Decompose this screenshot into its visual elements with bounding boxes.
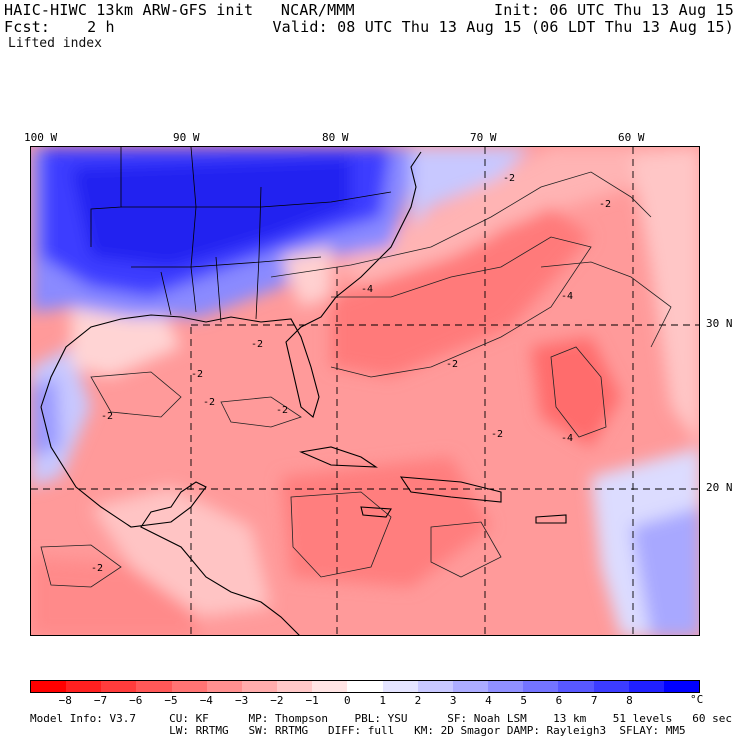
lon-label-80w: 80 W: [322, 131, 349, 144]
colorbar-swatch: [206, 681, 242, 692]
contour-label: -4: [561, 291, 573, 302]
colorbar-tick-label: 6: [555, 694, 563, 707]
field-name: Lifted index: [8, 36, 102, 51]
colorbar-tick-label: −8: [58, 694, 72, 707]
contour-label: -2: [101, 411, 113, 422]
lon-label-60w: 60 W: [618, 131, 645, 144]
state-borders: [90, 147, 392, 323]
colorbar-tick-label: −5: [164, 694, 178, 707]
colorbar-swatch: [558, 681, 594, 692]
contour-label: -2: [276, 405, 288, 416]
colorbar-tick-label: −2: [270, 694, 284, 707]
coastlines: [40, 151, 567, 635]
colorbar-swatch: [31, 681, 67, 692]
lon-label-100w: 100 W: [24, 131, 58, 144]
contour-label: -2: [599, 199, 611, 210]
colorbar-swatch: [66, 681, 102, 692]
lifted-index-map: -2 -4 -2 -2 -2 -2 -2 -2 -2 -4 -4 -2 -2: [30, 146, 700, 636]
lat-label-20n: 20 N: [706, 481, 733, 494]
colorbar-tick-label: 0: [344, 694, 351, 707]
colorbar-unit: °C: [690, 693, 704, 706]
colorbar-swatch: [171, 681, 207, 692]
colorbar-swatch: [347, 681, 383, 692]
model-info-line1: Model Info: V3.7 CU: KF MP: Thompson PBL…: [30, 712, 732, 725]
colorbar-swatch: [628, 681, 664, 692]
map-canvas: -2 -4 -2 -2 -2 -2 -2 -2 -2 -4 -4 -2 -2: [31, 147, 699, 635]
forecast-hour: Fcst: 2 h: [4, 18, 115, 36]
colorbar-swatch: [417, 681, 453, 692]
colorbar-swatch: [523, 681, 559, 692]
colorbar-tick-label: −7: [93, 694, 108, 707]
colorbar-tick-label: 7: [590, 694, 598, 707]
model-title: HAIC-HIWC 13km ARW-GFS init NCAR/MMM: [4, 1, 355, 19]
contour-label: -2: [251, 339, 263, 350]
contours: [40, 171, 672, 588]
colorbar-swatch: [663, 681, 699, 692]
contour-label: -2: [491, 429, 503, 440]
contour-label: -4: [561, 433, 573, 444]
colorbar-swatch: [241, 681, 278, 692]
contour-labels: -2 -4 -2 -2 -2 -2 -2 -2 -2 -4 -4 -2 -2: [91, 173, 611, 574]
colorbar-tick-label: 1: [379, 694, 386, 707]
colorbar-swatch: [312, 681, 348, 692]
colorbar-tick-label: 3: [449, 694, 457, 707]
colorbar: [30, 680, 700, 693]
graticule: [31, 147, 699, 635]
colorbar-tick-label: −4: [199, 694, 213, 707]
colorbar-tick-label: 4: [485, 694, 492, 707]
colorbar-tick-label: 5: [520, 694, 527, 707]
contour-label: -2: [191, 369, 203, 380]
valid-time: Valid: 08 UTC Thu 13 Aug 15 (06 LDT Thu …: [272, 18, 734, 36]
lat-label-30n: 30 N: [706, 317, 733, 330]
lon-label-90w: 90 W: [173, 131, 200, 144]
contour-label: -2: [503, 173, 515, 184]
colorbar-tick-label: −6: [129, 694, 143, 707]
contour-label: -4: [361, 284, 373, 295]
colorbar-tick-label: −3: [234, 694, 249, 707]
colorbar-swatch: [277, 681, 313, 692]
colorbar-tick-label: −1: [305, 694, 319, 707]
contour-label: -2: [91, 563, 103, 574]
model-info-line2: LW: RRTMG SW: RRTMG DIFF: full KM: 2D Sm…: [30, 724, 686, 737]
colorbar-swatch: [593, 681, 629, 692]
colorbar-swatch: [101, 681, 137, 692]
lon-label-70w: 70 W: [470, 131, 497, 144]
contour-label: -2: [203, 397, 215, 408]
colorbar-swatch: [452, 681, 489, 692]
colorbar-ticks: −8 −7 −6 −5 −4 −3 −2 −1 0 1 2 3 4 5 6 7 8: [30, 694, 700, 707]
colorbar-swatch: [382, 681, 418, 692]
contour-label: -2: [446, 359, 458, 370]
colorbar-swatch: [488, 681, 524, 692]
colorbar-tick-label: 2: [414, 694, 422, 707]
init-time: Init: 06 UTC Thu 13 Aug 15: [494, 1, 734, 19]
colorbar-tick-label: 8: [626, 694, 633, 707]
colorbar-swatch: [136, 681, 172, 692]
